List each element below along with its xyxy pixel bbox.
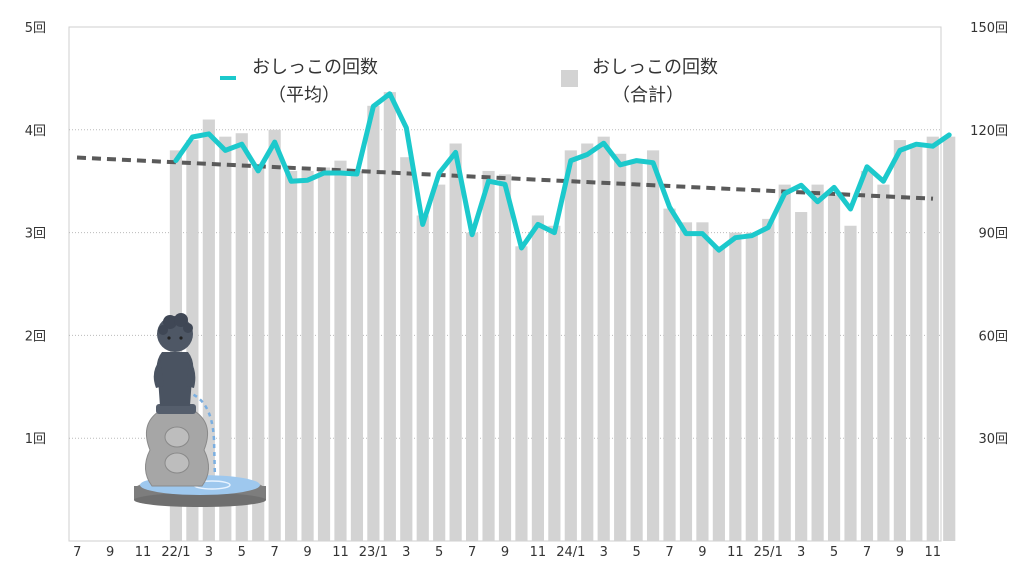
- bar: [926, 136, 939, 542]
- bar: [795, 212, 808, 542]
- bar: [943, 136, 956, 542]
- bar: [383, 92, 396, 542]
- x-tick-label: 9: [303, 545, 311, 560]
- right-tick-label: 120回: [970, 124, 1008, 139]
- bar: [219, 136, 232, 542]
- x-tick-label: 11: [925, 545, 942, 560]
- right-tick-label: 60回: [978, 329, 1008, 344]
- x-tick-label: 25/1: [754, 545, 783, 560]
- bar: [745, 232, 758, 541]
- x-tick-label: 5: [435, 545, 443, 560]
- bar: [679, 222, 693, 541]
- bar: [696, 222, 709, 541]
- x-tick-label: 3: [402, 545, 410, 560]
- bar: [482, 170, 495, 542]
- x-tick-label: 9: [896, 545, 904, 560]
- x-tick-label: 5: [238, 545, 246, 560]
- x-tick-label: 23/1: [359, 545, 388, 560]
- x-tick-label: 9: [501, 545, 509, 560]
- bar: [893, 140, 906, 541]
- left-axis-labels: 1回 2回 3回 4回 5回: [25, 21, 46, 447]
- bar: [762, 218, 775, 542]
- x-tick-label: 7: [468, 545, 476, 560]
- right-tick-label: 90回: [978, 227, 1008, 242]
- bar: [400, 157, 413, 542]
- average-line: [173, 91, 952, 253]
- bar: [515, 246, 528, 541]
- trend-line-series: [76, 155, 934, 201]
- x-tick-label: 9: [106, 545, 114, 560]
- right-axis-labels: 30回 60回 90回 120回 150回: [970, 21, 1008, 447]
- legend-bar-label-2: （合計）: [612, 85, 684, 106]
- x-tick-label: 3: [205, 545, 213, 560]
- bar: [433, 184, 446, 542]
- right-tick-label: 150回: [970, 21, 1008, 36]
- bar: [548, 225, 561, 541]
- bar: [910, 143, 923, 542]
- bar: [235, 133, 248, 541]
- left-tick-label: 5回: [25, 21, 46, 36]
- left-tick-label: 2回: [25, 329, 46, 344]
- legend-bar-swatch: [561, 70, 578, 87]
- bar: [729, 232, 742, 541]
- manneken-pis-statue-icon: [134, 313, 266, 507]
- bar: [268, 129, 281, 542]
- bar: [498, 174, 512, 541]
- x-tick-label: 3: [797, 545, 805, 560]
- bar: [827, 194, 841, 541]
- bar: [778, 184, 791, 542]
- bar: [877, 184, 890, 542]
- bar: [811, 184, 824, 542]
- bar: [367, 105, 380, 542]
- bar: [597, 136, 610, 542]
- x-tick-label: 7: [863, 545, 871, 560]
- bar: [663, 208, 676, 541]
- bar: [317, 167, 331, 541]
- bar: [531, 215, 544, 541]
- x-tick-label: 11: [332, 545, 349, 560]
- bar-series: [169, 92, 956, 542]
- line-series: [173, 91, 952, 253]
- x-tick-label: 5: [632, 545, 640, 560]
- bar: [350, 170, 364, 542]
- right-tick-label: 30回: [978, 432, 1008, 447]
- bar: [712, 246, 725, 541]
- bar: [614, 153, 627, 541]
- x-tick-label: 5: [830, 545, 838, 560]
- bar: [581, 143, 594, 542]
- bar: [630, 160, 643, 541]
- x-tick-label: 9: [698, 545, 706, 560]
- legend-bar-label-1: おしっこの回数: [592, 57, 718, 78]
- legend: おしっこの回数 （平均） おしっこの回数 （合計）: [220, 57, 718, 106]
- x-tick-label: 7: [665, 545, 673, 560]
- bar: [860, 170, 874, 542]
- trend-line: [76, 155, 934, 201]
- bar: [416, 215, 429, 541]
- x-tick-label: 11: [727, 545, 744, 560]
- left-tick-label: 3回: [25, 227, 46, 242]
- bar: [301, 170, 314, 542]
- x-tick-label: 24/1: [556, 545, 585, 560]
- bar: [334, 160, 347, 541]
- x-tick-label: 3: [600, 545, 608, 560]
- bar: [646, 150, 660, 542]
- x-axis-labels: 7 9 11 22/1 3 5 7 9 11 23/1 3 5 7 9 11 24/1 3 5 7 9 11 25/1 3 5…: [73, 545, 941, 560]
- bar: [844, 225, 857, 541]
- left-tick-label: 1回: [25, 432, 46, 447]
- x-tick-label: 11: [135, 545, 152, 560]
- left-tick-label: 4回: [25, 124, 46, 139]
- bar: [564, 150, 577, 542]
- x-tick-label: 7: [73, 545, 81, 560]
- bar: [466, 232, 479, 541]
- x-tick-label: 11: [530, 545, 547, 560]
- bar: [449, 143, 462, 542]
- legend-line-label-2: （平均）: [268, 85, 340, 106]
- x-tick-label: 7: [271, 545, 279, 560]
- bar: [285, 170, 298, 542]
- x-tick-label: 22/1: [161, 545, 190, 560]
- legend-line-label-1: おしっこの回数: [252, 57, 378, 78]
- bar: [252, 167, 265, 541]
